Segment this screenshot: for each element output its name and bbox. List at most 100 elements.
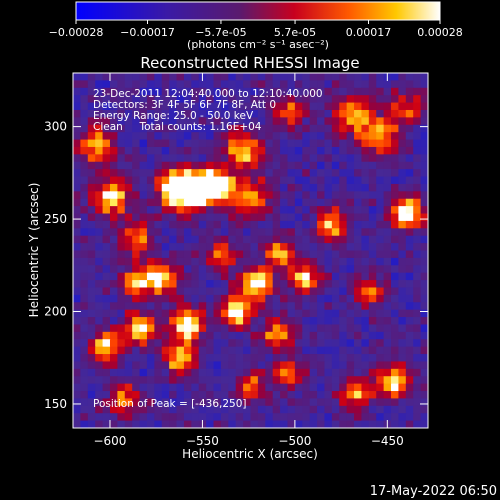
heatmap-cell — [146, 250, 155, 259]
heatmap-cell — [161, 405, 170, 414]
heatmap-cell — [420, 280, 428, 289]
chart-title: Reconstructed RHESSI Image — [140, 54, 359, 72]
heatmap-cell — [361, 420, 370, 428]
heatmap-cell — [109, 361, 118, 370]
heatmap-cell — [405, 109, 414, 118]
heatmap-cell — [80, 368, 89, 377]
heatmap-cell — [146, 420, 155, 428]
heatmap-cell — [191, 243, 200, 252]
heatmap-cell — [391, 87, 400, 96]
heatmap-cell — [398, 95, 407, 104]
heatmap-cell — [206, 191, 215, 200]
heatmap-cell — [169, 243, 178, 252]
heatmap-cell — [280, 206, 289, 215]
heatmap-cell — [331, 383, 340, 392]
heatmap-cell — [109, 265, 118, 274]
heatmap-cell — [109, 405, 118, 414]
heatmap-cell — [257, 95, 266, 104]
heatmap-cell — [302, 265, 311, 274]
heatmap-cell — [132, 161, 141, 170]
heatmap-cell — [331, 331, 340, 340]
heatmap-cell — [346, 272, 355, 281]
heatmap-cell — [391, 220, 400, 229]
heatmap-cell — [80, 161, 89, 170]
heatmap-cell — [368, 235, 377, 244]
heatmap-cell — [376, 413, 385, 422]
heatmap-cell — [169, 109, 178, 118]
heatmap-cell — [302, 87, 311, 96]
heatmap-cell — [405, 176, 414, 185]
heatmap-cell — [265, 294, 274, 303]
heatmap-cell — [183, 368, 192, 377]
heatmap-cell — [213, 376, 222, 385]
heatmap-cell — [420, 368, 428, 377]
heatmap-cell — [198, 398, 207, 407]
heatmap-cell — [80, 243, 89, 252]
heatmap-cell — [383, 294, 392, 303]
heatmap-cell — [302, 124, 311, 133]
heatmap-cell — [169, 206, 178, 215]
heatmap-cell — [109, 109, 118, 118]
heatmap-cell — [95, 368, 104, 377]
heatmap-cell — [287, 250, 296, 259]
heatmap-cell — [317, 391, 326, 400]
heatmap-cell — [161, 413, 170, 422]
heatmap-cell — [280, 361, 289, 370]
heatmap-cell — [243, 95, 252, 104]
heatmap-cell — [361, 95, 370, 104]
heatmap-cell — [191, 95, 200, 104]
heatmap-cell — [317, 80, 326, 89]
heatmap-cell — [331, 80, 340, 89]
heatmap-cell — [139, 183, 148, 192]
heatmap-cell — [206, 139, 215, 148]
heatmap-cell — [243, 294, 252, 303]
heatmap-cell — [346, 250, 355, 259]
heatmap-cell — [317, 324, 326, 333]
heatmap-cell — [391, 235, 400, 244]
heatmap-cell — [287, 317, 296, 326]
heatmap-cell — [383, 287, 392, 296]
heatmap-cell — [250, 109, 259, 118]
heatmap-cell — [109, 354, 118, 363]
heatmap-cell — [213, 317, 222, 326]
heatmap-cell — [117, 317, 126, 326]
heatmap-cell — [102, 235, 111, 244]
heatmap-cell — [161, 354, 170, 363]
heatmap-cell — [161, 331, 170, 340]
heatmap-cell — [250, 169, 259, 178]
heatmap-cell — [243, 317, 252, 326]
heatmap-cell — [146, 176, 155, 185]
heatmap-cell — [183, 213, 192, 222]
heatmap-cell — [391, 183, 400, 192]
heatmap-cell — [228, 243, 237, 252]
heatmap-cell — [176, 331, 185, 340]
heatmap-cell — [132, 73, 141, 81]
heatmap-cell — [146, 243, 155, 252]
heatmap-cell — [176, 228, 185, 237]
heatmap-cell — [302, 73, 311, 81]
heatmap-cell — [109, 80, 118, 89]
heatmap-cell — [191, 294, 200, 303]
heatmap-cell — [73, 191, 81, 200]
heatmap-cell — [376, 169, 385, 178]
heatmap-cell — [139, 302, 148, 311]
heatmap-cell — [73, 354, 81, 363]
heatmap-cell — [368, 132, 377, 141]
heatmap-cell — [206, 132, 215, 141]
heatmap-cell — [95, 309, 104, 318]
heatmap-cell — [383, 346, 392, 355]
heatmap-cell — [354, 339, 363, 348]
heatmap-cell — [198, 287, 207, 296]
heatmap-cell — [280, 257, 289, 266]
heatmap-cell — [287, 87, 296, 96]
heatmap-cell — [154, 124, 163, 133]
heatmap-cell — [124, 309, 133, 318]
heatmap-cell — [376, 294, 385, 303]
heatmap-cell — [391, 405, 400, 414]
heatmap-cell — [132, 198, 141, 207]
heatmap-cell — [161, 309, 170, 318]
heatmap-cell — [95, 317, 104, 326]
heatmap-cell — [398, 361, 407, 370]
heatmap-cell — [146, 198, 155, 207]
heatmap-cell — [265, 331, 274, 340]
